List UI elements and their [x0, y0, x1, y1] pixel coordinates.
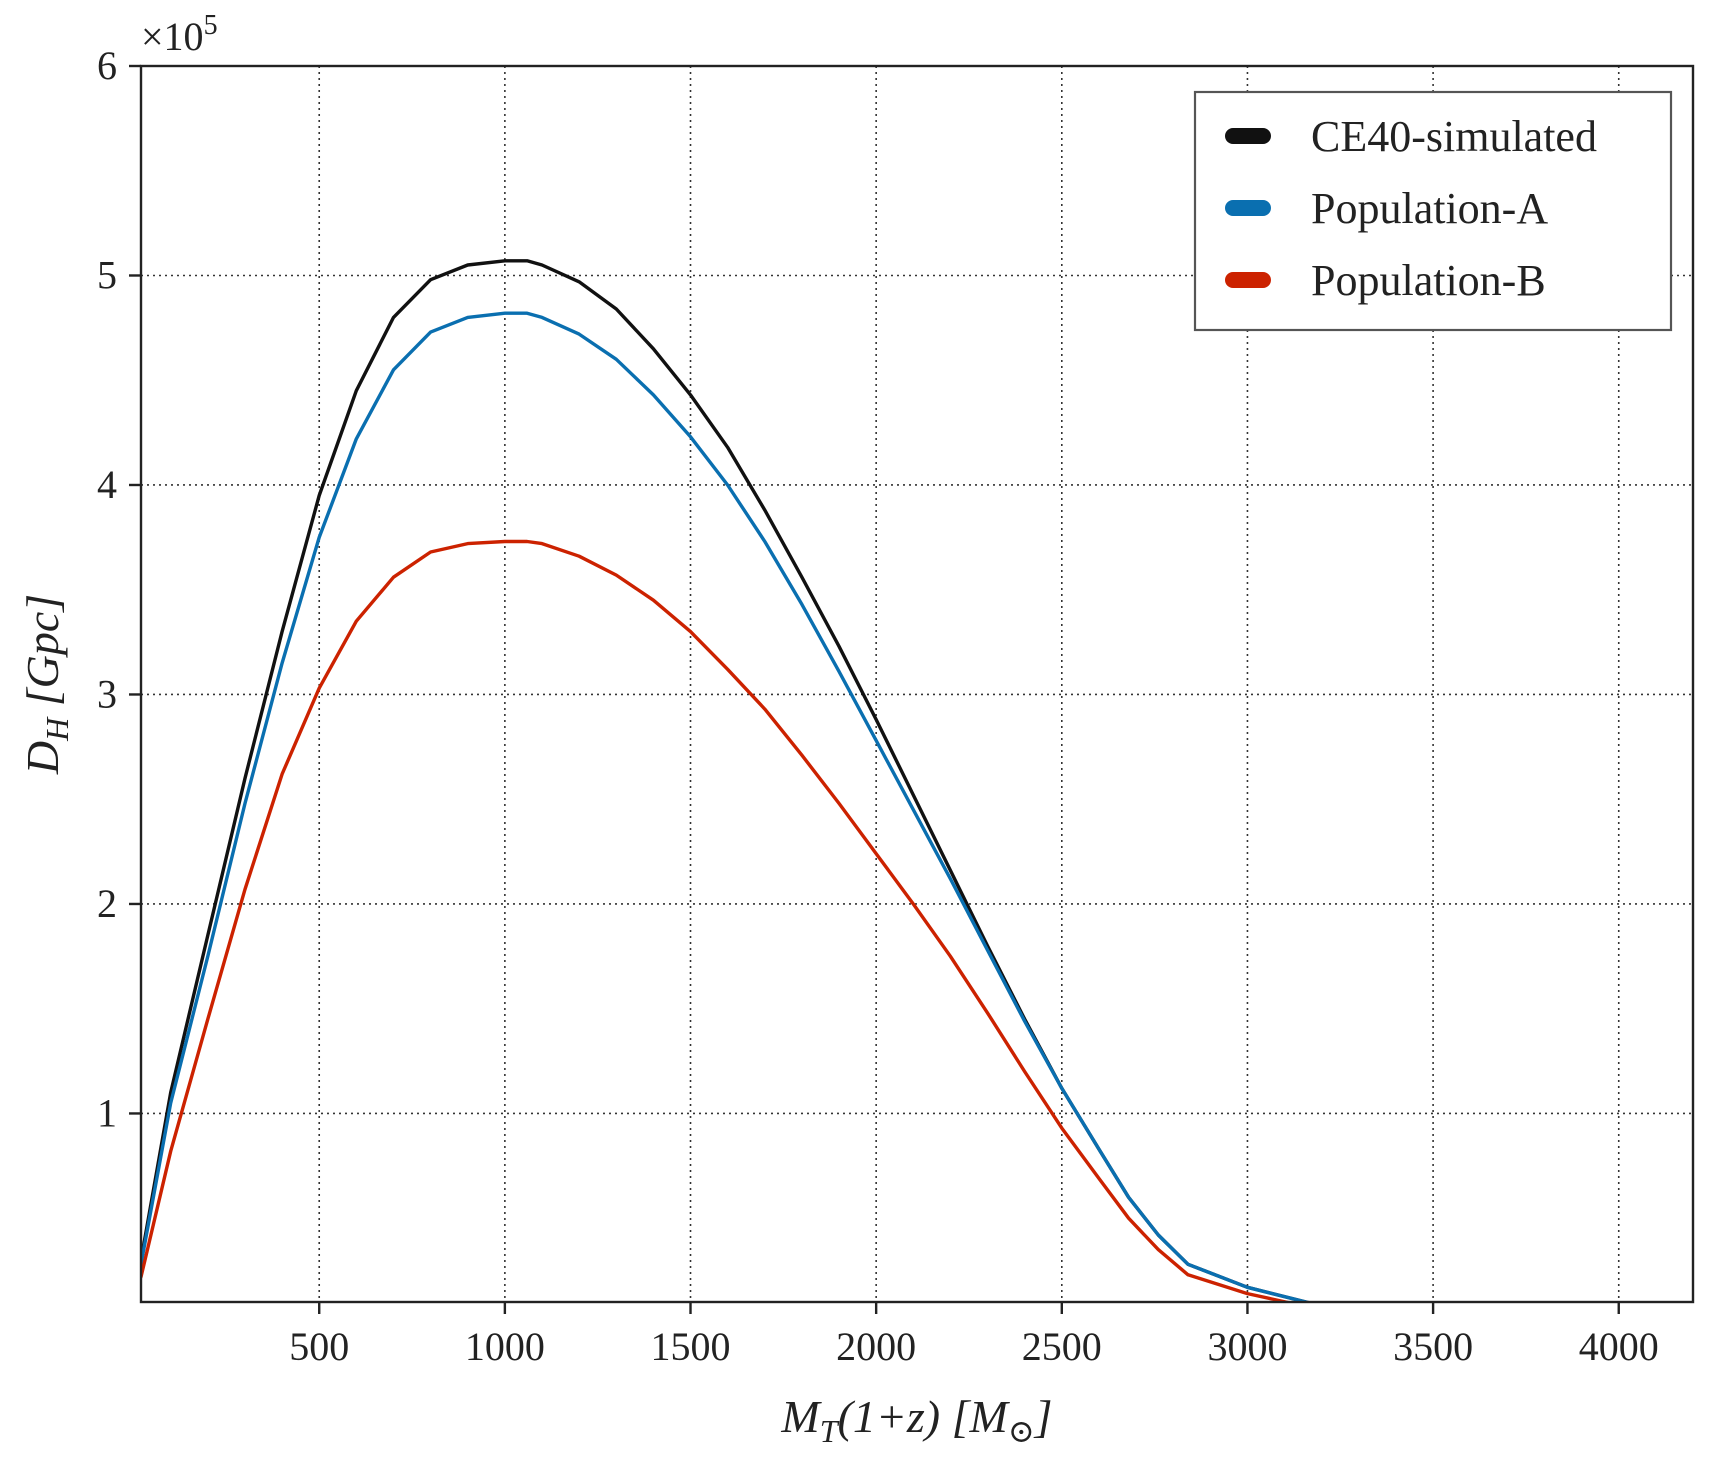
plot-frame: [139, 64, 1695, 1304]
x-tick-label: 1000: [465, 1324, 545, 1369]
y-tick-label: 5: [97, 252, 117, 297]
x-tick-label: 500: [289, 1324, 349, 1369]
y-tick-label: 6: [97, 43, 117, 88]
x-tick-label: 4000: [1579, 1324, 1659, 1369]
y-axis-multiplier: ×105: [141, 10, 218, 59]
x-tick-label: 2000: [836, 1324, 916, 1369]
legend-label: Population-B: [1311, 256, 1546, 305]
x-tick-label: 1500: [651, 1324, 731, 1369]
legend-box: [1193, 90, 1673, 332]
legend-label: Population-A: [1311, 184, 1548, 233]
grid: [141, 66, 1693, 1302]
x-tick-label: 3500: [1393, 1324, 1473, 1369]
series-line-population-a: [141, 311, 1313, 1302]
ticks: 500 1000 1500 2000 2500 3000 3500 4000 1 2 3 4 5 6: [97, 43, 1659, 1369]
series-line-population-b: [141, 539, 1294, 1302]
y-tick-label: 3: [97, 671, 117, 716]
x-tick-label: 2500: [1022, 1324, 1102, 1369]
y-tick-label: 1: [97, 1090, 117, 1135]
series-layer: [141, 259, 1313, 1302]
y-tick-label: 2: [97, 881, 117, 926]
legend: CE40-simulated Population-A Population-B: [1193, 90, 1673, 332]
x-tick-label: 3000: [1207, 1324, 1287, 1369]
x-axis-title: MT(1+z) [M⊙]: [780, 1391, 1052, 1449]
y-tick-label: 4: [97, 462, 117, 507]
legend-label: CE40-simulated: [1311, 112, 1597, 161]
y-axis-title: DH [Gpc]: [17, 594, 75, 775]
